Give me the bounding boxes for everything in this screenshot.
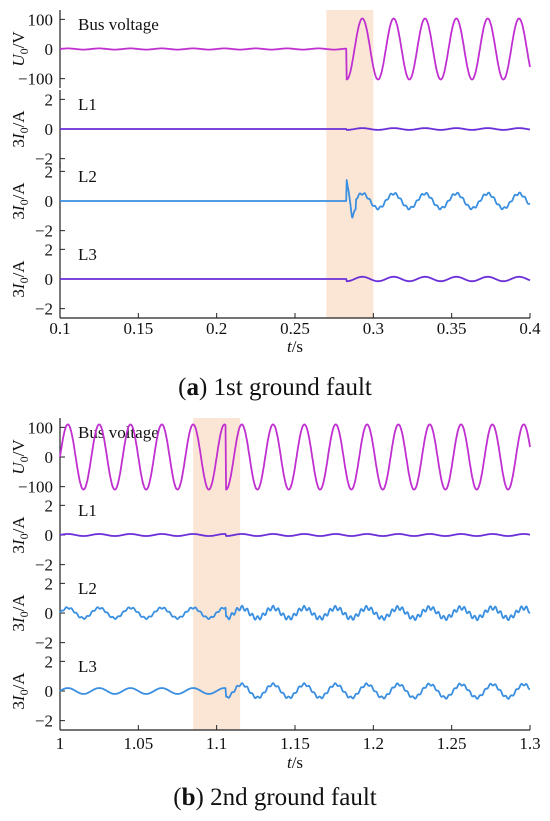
y-tick-label: −2 xyxy=(35,300,53,319)
x-axis-label: t/s xyxy=(287,337,303,356)
x-tick-label: 0.1 xyxy=(49,319,70,338)
y-tick-label: 2 xyxy=(45,652,54,671)
x-tick-label: 1.2 xyxy=(363,734,384,753)
y-axis-label: 3I0/A xyxy=(9,594,31,632)
y-tick-label: 2 xyxy=(45,240,54,259)
x-tick-label: 1.1 xyxy=(206,734,227,753)
series-line-l2 xyxy=(59,604,531,622)
series-name: L1 xyxy=(78,95,97,114)
y-tick-label: 2 xyxy=(45,574,54,593)
y-tick-label: −100 xyxy=(18,70,53,89)
x-tick-label: 0.15 xyxy=(123,319,153,338)
series-name: L3 xyxy=(78,657,97,676)
y-tick-label: −2 xyxy=(35,150,53,169)
y-axis-label: U0/V xyxy=(9,31,31,67)
y-tick-label: 100 xyxy=(28,418,54,437)
y-tick-label: 100 xyxy=(28,10,54,29)
y-tick-label: −100 xyxy=(18,478,53,497)
y-axis-label: U0/V xyxy=(9,439,31,475)
y-axis-label: 3I0/A xyxy=(9,516,31,554)
series-line-l3 xyxy=(59,275,531,283)
series-line-l3 xyxy=(59,682,531,700)
series-name: L1 xyxy=(78,501,97,520)
series-line-bus-voltage xyxy=(59,423,531,491)
y-axis-label: 3I0/A xyxy=(9,260,31,298)
x-tick-label: 0.3 xyxy=(363,319,384,338)
subplot-b-1: 100 0 −100 U0/V Bus voltage xyxy=(9,418,531,497)
y-tick-label: 0 xyxy=(45,682,54,701)
y-axis-label: 3I0/A xyxy=(9,110,31,148)
y-tick-label: −2 xyxy=(35,634,53,653)
y-tick-label: 2 xyxy=(45,90,54,109)
series-line-bus-voltage xyxy=(59,17,531,81)
y-tick-label: 0 xyxy=(45,40,54,59)
x-tick-label: 0.35 xyxy=(437,319,467,338)
y-tick-label: 0 xyxy=(45,192,54,211)
series-name: Bus voltage xyxy=(78,423,159,442)
y-tick-label: 0 xyxy=(45,270,54,289)
series-name: L2 xyxy=(78,579,97,598)
y-tick-label: 2 xyxy=(45,162,54,181)
y-tick-label: 0 xyxy=(45,448,54,467)
y-tick-label: 0 xyxy=(45,120,54,139)
series-name: L2 xyxy=(78,167,97,186)
y-tick-label: 2 xyxy=(45,496,54,515)
y-tick-label: −2 xyxy=(35,556,53,575)
series-line-l1 xyxy=(59,533,531,537)
x-tick-label: 1.15 xyxy=(280,734,310,753)
x-tick-label: 0.25 xyxy=(280,319,310,338)
y-tick-label: 0 xyxy=(45,604,54,623)
x-tick-label: 0.2 xyxy=(206,319,227,338)
series-line-l1 xyxy=(59,127,531,131)
y-axis-label: 3I0/A xyxy=(9,672,31,710)
x-axis-b: 1 1.05 1.1 1.15 1.2 1.25 1.3 t/s xyxy=(56,725,541,772)
y-tick-label: 0 xyxy=(45,526,54,545)
y-tick-label: −2 xyxy=(35,712,53,731)
y-tick-label: −2 xyxy=(35,222,53,241)
y-axis-label: 3I0/A xyxy=(9,182,31,220)
x-tick-label: 1.25 xyxy=(437,734,467,753)
series-name: L3 xyxy=(78,245,97,264)
caption-b: (b) 2nd ground fault xyxy=(173,784,377,811)
subplot-a-1: 100 0 −100 U0/V Bus voltage xyxy=(9,10,531,89)
fault-window-highlight xyxy=(326,10,374,318)
x-tick-label: 1.3 xyxy=(519,734,540,753)
x-tick-label: 1 xyxy=(56,734,65,753)
caption-a: (a) 1st ground fault xyxy=(178,374,372,401)
series-name: Bus voltage xyxy=(78,15,159,34)
series-line-l2 xyxy=(59,179,531,219)
x-tick-label: 1.05 xyxy=(123,734,153,753)
x-axis-a: 0.1 0.15 0.2 0.25 0.3 0.35 0.4 t/s xyxy=(49,313,541,356)
x-axis-label: t/s xyxy=(287,753,303,772)
x-tick-label: 0.4 xyxy=(519,319,541,338)
